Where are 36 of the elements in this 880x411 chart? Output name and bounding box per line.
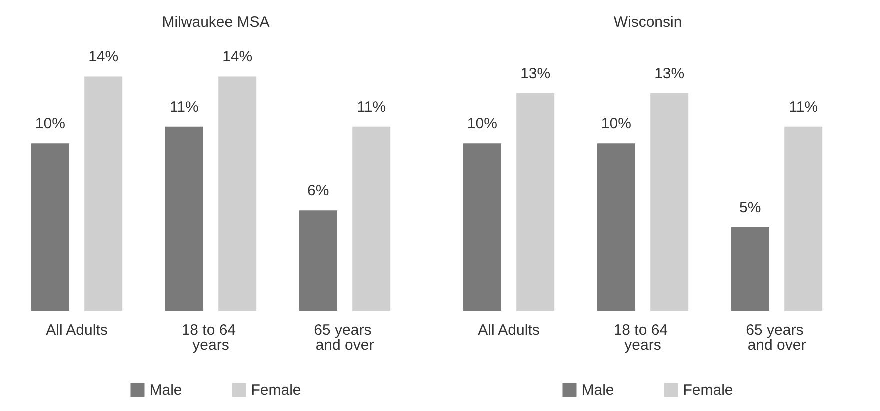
bar bbox=[597, 144, 636, 311]
data-label: 10% bbox=[35, 116, 66, 133]
bar bbox=[516, 93, 555, 311]
x-tick-label: All Adults bbox=[478, 322, 540, 339]
data-label: 13% bbox=[520, 65, 551, 82]
bar bbox=[650, 93, 689, 311]
x-tick-label: 65 years and over bbox=[746, 322, 808, 354]
legend-label: Female bbox=[683, 382, 734, 399]
bar bbox=[784, 126, 823, 311]
legend-label: Male bbox=[150, 382, 182, 399]
data-label: 6% bbox=[308, 182, 330, 200]
data-label: 14% bbox=[222, 48, 253, 66]
legend-label: Male bbox=[582, 382, 614, 399]
data-label: 5% bbox=[740, 199, 762, 216]
bar bbox=[218, 76, 257, 311]
data-label: 11% bbox=[170, 98, 199, 116]
x-tick-label: All Adults bbox=[46, 322, 108, 339]
x-tick-label: 65 years and over bbox=[314, 322, 376, 354]
bar bbox=[84, 76, 123, 311]
bar bbox=[299, 210, 338, 311]
data-label: 10% bbox=[467, 116, 498, 133]
bar bbox=[731, 227, 770, 311]
x-tick-label: 18 to 64 years bbox=[182, 322, 240, 354]
legend-label: Female bbox=[251, 382, 302, 399]
data-label: 11% bbox=[357, 98, 386, 116]
bar bbox=[31, 144, 70, 311]
bar bbox=[165, 126, 204, 311]
data-label: 13% bbox=[654, 65, 685, 82]
chart-title: Wisconsin bbox=[614, 14, 682, 31]
data-label: 10% bbox=[601, 116, 632, 133]
data-label: 14% bbox=[88, 48, 119, 66]
chart-title: Milwaukee MSA bbox=[162, 14, 270, 31]
bar bbox=[463, 144, 502, 311]
bar bbox=[352, 126, 391, 311]
data-label: 11% bbox=[789, 98, 818, 116]
x-tick-label: 18 to 64 years bbox=[614, 322, 672, 354]
